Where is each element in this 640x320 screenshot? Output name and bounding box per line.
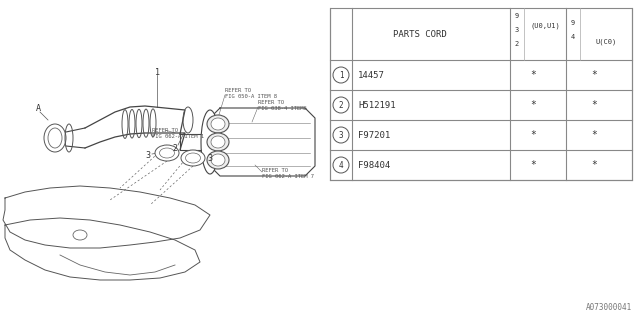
Circle shape (333, 157, 349, 173)
Text: 2: 2 (339, 100, 343, 109)
Ellipse shape (155, 145, 179, 161)
Ellipse shape (48, 128, 62, 148)
Text: REFER TO
FIG 050-A ITEM 8: REFER TO FIG 050-A ITEM 8 (225, 88, 277, 99)
Text: H512191: H512191 (358, 100, 396, 109)
Ellipse shape (73, 230, 87, 240)
Ellipse shape (201, 110, 219, 174)
Text: *: * (591, 160, 597, 170)
Ellipse shape (207, 115, 229, 133)
Text: 3: 3 (145, 150, 150, 159)
Text: *: * (530, 70, 536, 80)
Text: 3: 3 (339, 131, 343, 140)
Text: (U0,U1): (U0,U1) (530, 23, 560, 29)
Ellipse shape (211, 118, 225, 130)
Ellipse shape (159, 148, 175, 158)
Text: PARTS CORD: PARTS CORD (393, 29, 447, 38)
Ellipse shape (44, 124, 66, 152)
Ellipse shape (211, 136, 225, 148)
Text: *: * (591, 70, 597, 80)
Text: A073000041: A073000041 (586, 303, 632, 312)
Text: F98404: F98404 (358, 161, 390, 170)
Text: REFER TO
FIG 038-4 ITEM6: REFER TO FIG 038-4 ITEM6 (258, 100, 307, 111)
Text: *: * (591, 130, 597, 140)
Text: *: * (530, 130, 536, 140)
Text: 9: 9 (571, 20, 575, 26)
Text: 14457: 14457 (358, 70, 385, 79)
Text: 4: 4 (571, 34, 575, 40)
Circle shape (333, 97, 349, 113)
Circle shape (333, 67, 349, 83)
Text: *: * (530, 160, 536, 170)
Text: 4: 4 (339, 161, 343, 170)
Text: REFER TO
FIG 062-A ITEM 1: REFER TO FIG 062-A ITEM 1 (152, 128, 204, 139)
Circle shape (333, 127, 349, 143)
Text: F97201: F97201 (358, 131, 390, 140)
Text: 2: 2 (515, 41, 519, 47)
Text: *: * (530, 100, 536, 110)
Ellipse shape (181, 150, 205, 166)
Ellipse shape (211, 154, 225, 166)
Text: 3: 3 (515, 27, 519, 33)
Text: A: A (35, 103, 40, 113)
Ellipse shape (207, 133, 229, 151)
Text: *: * (591, 100, 597, 110)
Ellipse shape (186, 153, 200, 163)
Text: 3: 3 (207, 154, 212, 163)
Ellipse shape (207, 151, 229, 169)
Bar (330, 8, 632, 180)
Text: 1: 1 (154, 68, 159, 76)
Text: REFER TO
FIG 062-A ITEM 7: REFER TO FIG 062-A ITEM 7 (262, 168, 314, 179)
Text: 9: 9 (515, 13, 519, 19)
Text: 1: 1 (339, 70, 343, 79)
Text: U(C0): U(C0) (595, 39, 616, 45)
Text: 2: 2 (173, 143, 177, 153)
